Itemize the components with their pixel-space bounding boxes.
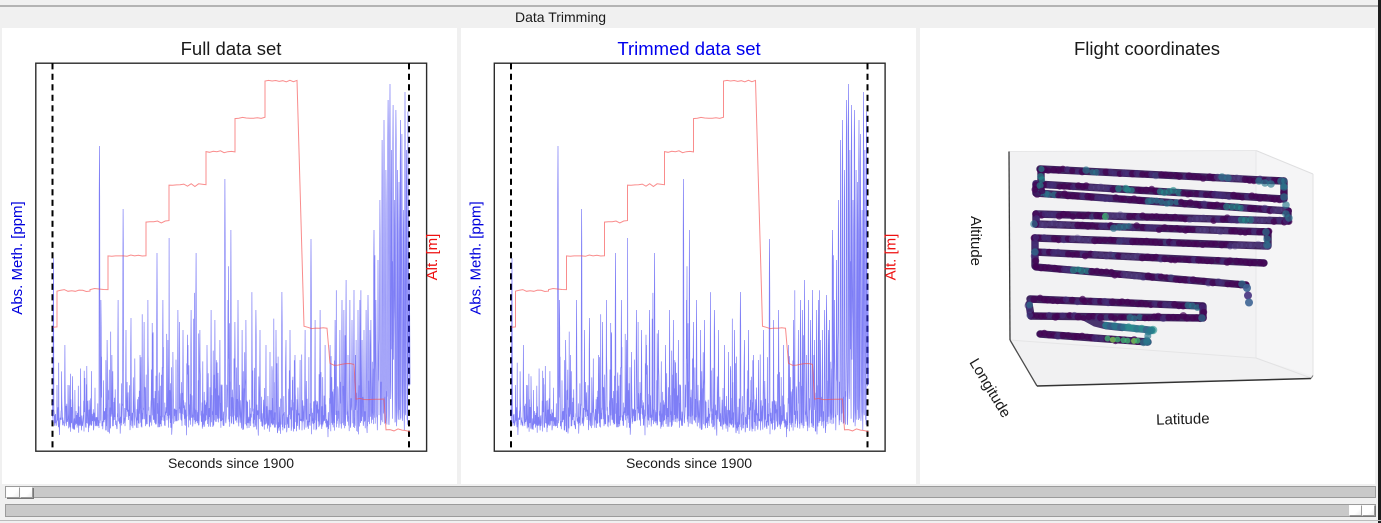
svg-text:Abs. Meth. [ppm]: Abs. Meth. [ppm] <box>9 201 26 314</box>
svg-text:Alt. [m]: Alt. [m] <box>424 234 441 281</box>
svg-text:Alt. [m]: Alt. [m] <box>883 234 900 281</box>
svg-text:Abs. Meth. [ppm]: Abs. Meth. [ppm] <box>468 201 485 314</box>
svg-text:Longitude: Longitude <box>966 356 1015 421</box>
svg-text:Altitude: Altitude <box>967 216 984 266</box>
svg-text:Latitude: Latitude <box>1156 410 1210 428</box>
